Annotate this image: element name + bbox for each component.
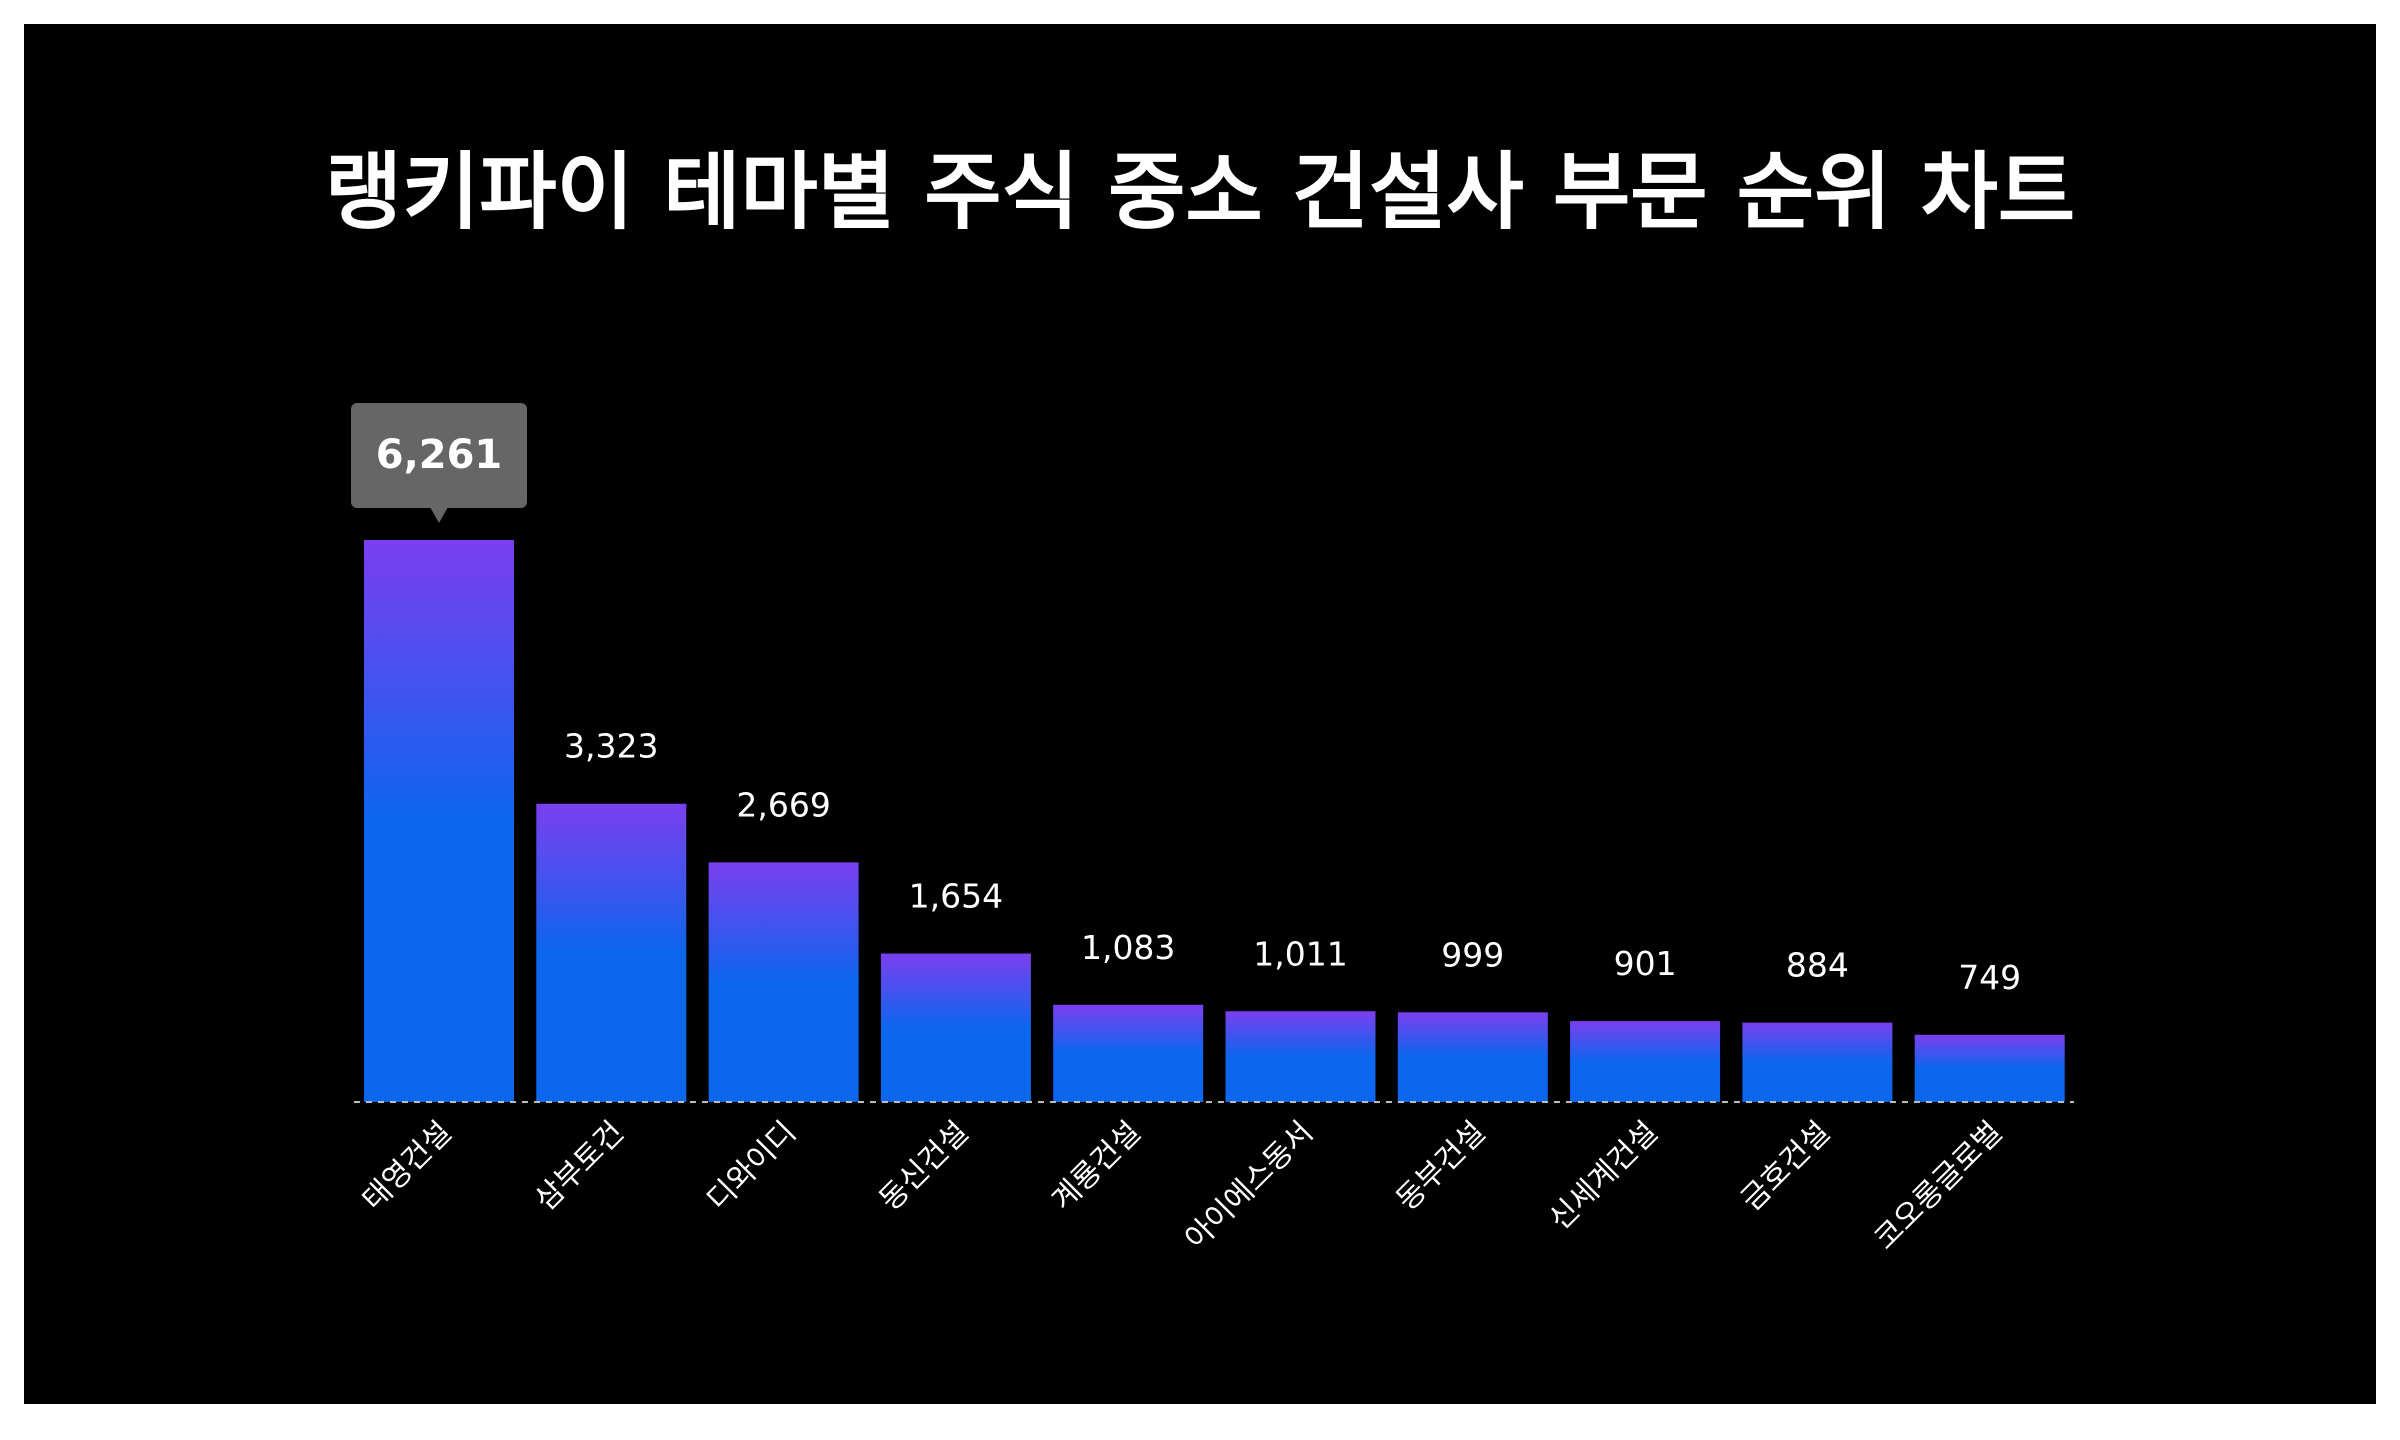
bar: [1914, 1034, 2065, 1102]
x-tick-label: 계룡건설: [1045, 1115, 1148, 1218]
bar: [1570, 1021, 1721, 1102]
bar: [364, 540, 514, 1102]
tooltip-pointer: [430, 507, 448, 523]
bar: [1397, 1012, 1548, 1102]
chart-title: 랭키파이 테마별 주식 중소 건설사 부문 순위 차트: [324, 143, 2076, 241]
bar: [708, 862, 859, 1102]
x-tick-label: 신세계건설: [1542, 1115, 1664, 1237]
value-label: 749: [1958, 958, 2021, 997]
value-tooltip: [351, 403, 527, 508]
value-label: 999: [1441, 935, 1504, 974]
x-tick-label: 동부건설: [1390, 1115, 1493, 1218]
bar: [1742, 1022, 1893, 1102]
value-label: 1,083: [1081, 928, 1175, 967]
bar: [880, 953, 1031, 1102]
x-tick-label: 동신건설: [873, 1115, 976, 1218]
bar: [1225, 1011, 1376, 1102]
value-label: 2,669: [736, 785, 830, 824]
x-tick-label: 디와이디: [700, 1115, 803, 1218]
x-tick-label: 태영건설: [356, 1115, 459, 1218]
bar: [1053, 1004, 1204, 1102]
value-label: 1,011: [1253, 934, 1347, 973]
x-tick-label: 삼부토건: [528, 1115, 631, 1218]
value-label: 884: [1786, 946, 1849, 985]
bar: [536, 803, 687, 1102]
value-label: 901: [1614, 944, 1677, 983]
x-tick-label: 아이에스동서: [1178, 1115, 1320, 1257]
value-label: 3,323: [564, 727, 658, 766]
value-label: 1,654: [909, 877, 1003, 916]
x-tick-label: 금호건설: [1734, 1115, 1837, 1218]
value-label: 6,261: [376, 432, 503, 478]
x-tick-label: 코오롱글로벌: [1868, 1115, 2010, 1257]
